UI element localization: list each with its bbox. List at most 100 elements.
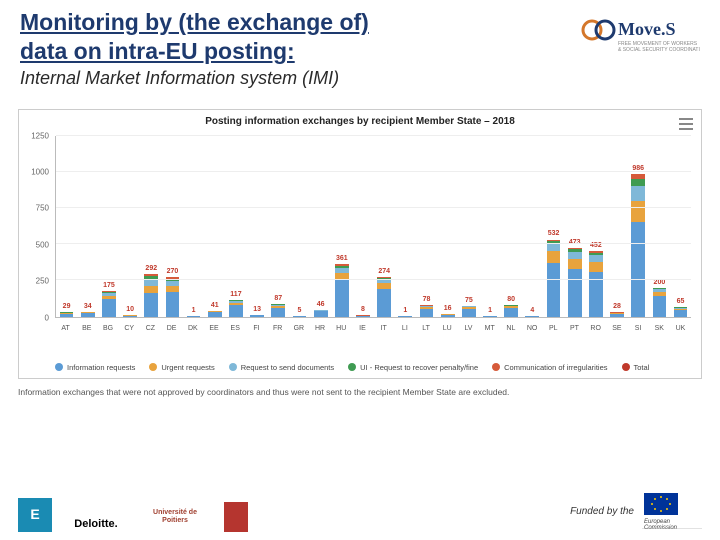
- x-label: AT: [55, 325, 76, 332]
- x-label: DK: [182, 325, 203, 332]
- legend-label: Total: [634, 363, 650, 372]
- seg-information_requests: [504, 308, 518, 317]
- bar-SE: 28: [606, 136, 627, 317]
- grid-line: [56, 243, 691, 244]
- grid-line: [56, 279, 691, 280]
- seg-urgent_requests: [568, 259, 582, 269]
- legend-label: Information requests: [67, 363, 135, 372]
- x-label: LU: [437, 325, 458, 332]
- seg-information_requests: [293, 316, 307, 317]
- total-label: 10: [126, 306, 134, 313]
- x-label: EE: [203, 325, 224, 332]
- legend-item: UI - Request to recover penalty/fine: [348, 363, 478, 372]
- x-label: SK: [649, 325, 670, 332]
- x-label: BE: [76, 325, 97, 332]
- total-label: 16: [444, 305, 452, 312]
- x-label: LI: [394, 325, 415, 332]
- x-label: CZ: [140, 325, 161, 332]
- x-label: LV: [458, 325, 479, 332]
- total-label: 41: [211, 302, 219, 309]
- footer: EDeloitte.Université de Poitiers Funded …: [18, 491, 702, 532]
- chart-container: Posting information exchanges by recipie…: [18, 109, 702, 379]
- seg-information_requests: [441, 315, 455, 317]
- legend-item: Request to send documents: [229, 363, 334, 372]
- x-label: ES: [225, 325, 246, 332]
- legend-dot-icon: [229, 363, 237, 371]
- bar-FR: 87: [268, 136, 289, 317]
- bar-NO: 4: [522, 136, 543, 317]
- bar-BG: 175: [98, 136, 119, 317]
- y-tick: 750: [36, 204, 49, 213]
- bar-LU: 16: [437, 136, 458, 317]
- bar-IE: 8: [352, 136, 373, 317]
- total-label: 270: [167, 268, 179, 275]
- grid-line: [56, 207, 691, 208]
- total-label: 34: [84, 303, 92, 310]
- seg-information_requests: [123, 316, 137, 317]
- european-commission-logo: European Commission: [642, 491, 702, 532]
- y-tick: 500: [36, 240, 49, 249]
- seg-urgent_requests: [631, 201, 645, 223]
- x-label: IE: [352, 325, 373, 332]
- bar-LT: 78: [416, 136, 437, 317]
- y-tick: 1000: [31, 167, 49, 176]
- x-label: IT: [373, 325, 394, 332]
- legend-dot-icon: [149, 363, 157, 371]
- seg-information_requests: [420, 309, 434, 317]
- seg-information_requests: [674, 310, 688, 317]
- seg-information_requests: [144, 293, 158, 316]
- bar-IT: 274: [374, 136, 395, 317]
- x-label: DE: [161, 325, 182, 332]
- chart-title: Posting information exchanges by recipie…: [19, 110, 701, 129]
- seg-request_send_documents: [547, 244, 561, 251]
- seg-information_requests: [462, 309, 476, 317]
- legend-label: UI - Request to recover penalty/fine: [360, 363, 478, 372]
- header: Monitoring by (the exchange of) data on …: [0, 0, 720, 89]
- y-tick: 0: [45, 313, 49, 322]
- total-label: 28: [613, 303, 621, 310]
- seg-information_requests: [653, 296, 667, 316]
- plot-area: 2934175102922701411171387546361827417816…: [55, 136, 691, 318]
- x-label: NO: [521, 325, 542, 332]
- total-label: 117: [230, 291, 241, 298]
- seg-information_requests: [314, 311, 328, 316]
- bar-PL: 532: [543, 136, 564, 317]
- page-title: Monitoring by (the exchange of) data on …: [20, 8, 570, 66]
- legend-label: Communication of irregularities: [504, 363, 607, 372]
- bar-GR: 5: [289, 136, 310, 317]
- bar-SI: 986: [628, 136, 649, 317]
- total-label: 65: [677, 298, 685, 305]
- total-label: 78: [423, 296, 431, 303]
- seg-information_requests: [547, 263, 561, 317]
- bar-PT: 473: [564, 136, 585, 317]
- seg-information_requests: [610, 314, 624, 317]
- funded-label: Funded by the: [570, 506, 634, 517]
- x-label: PT: [564, 325, 585, 332]
- partner-logo-1: E: [18, 498, 52, 532]
- total-label: 4: [530, 307, 534, 314]
- seg-information_requests: [271, 308, 285, 317]
- seg-information_requests: [208, 312, 222, 316]
- bar-EE: 41: [204, 136, 225, 317]
- total-label: 1: [403, 307, 407, 314]
- page-subtitle: Internal Market Information system (IMI): [20, 68, 570, 89]
- x-label: LT: [415, 325, 436, 332]
- grid-line: [56, 135, 691, 136]
- seg-urgent_requests: [144, 286, 158, 293]
- chart-legend: Information requestsUrgent requestsReque…: [55, 363, 691, 372]
- seg-request_send_documents: [631, 186, 645, 200]
- total-label: 80: [507, 296, 515, 303]
- y-axis: 025050075010001250: [19, 136, 53, 318]
- bar-LV: 75: [458, 136, 479, 317]
- bar-UK: 65: [670, 136, 691, 317]
- x-label: HR: [309, 325, 330, 332]
- total-label: 274: [378, 268, 390, 275]
- bar-MT: 1: [479, 136, 500, 317]
- y-tick: 1250: [31, 131, 49, 140]
- x-label: FI: [246, 325, 267, 332]
- hamburger-icon[interactable]: [679, 118, 693, 130]
- bar-RO: 452: [585, 136, 606, 317]
- seg-ui_recover_penalty: [631, 179, 645, 186]
- seg-information_requests: [335, 280, 349, 316]
- total-label: 46: [317, 301, 325, 308]
